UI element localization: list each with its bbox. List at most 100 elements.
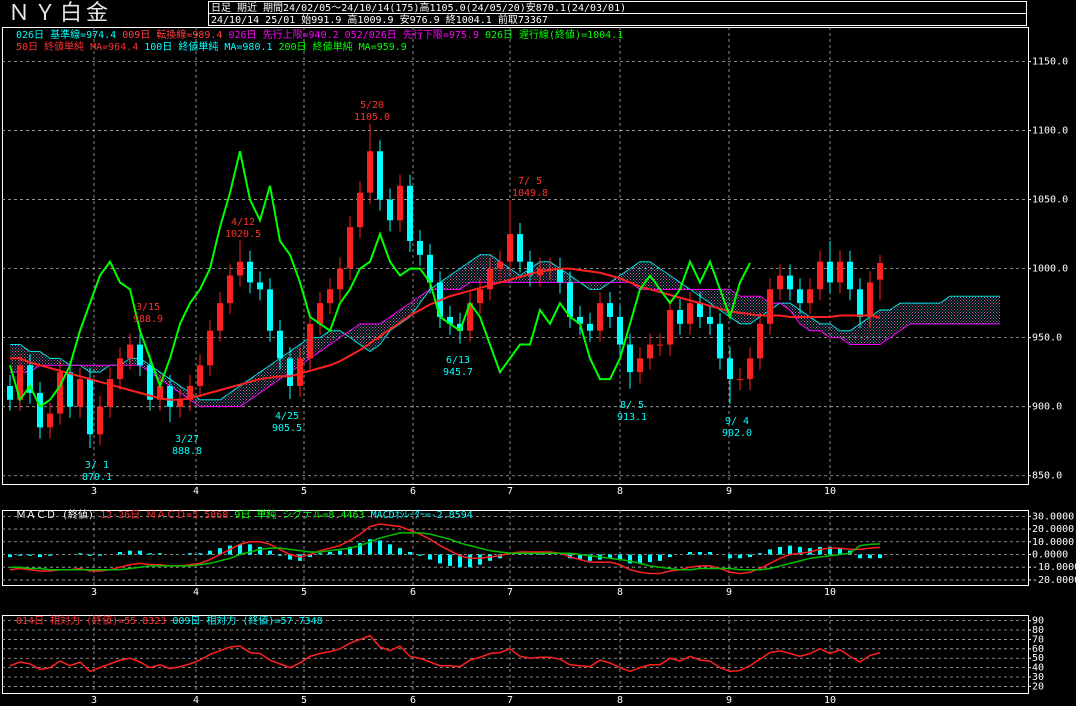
candle-body: [57, 372, 63, 414]
x-tick-label: 8: [617, 587, 623, 598]
candle-body: [597, 303, 603, 331]
annotation-date: 6/13: [446, 355, 470, 366]
histogram-bar: [738, 554, 742, 559]
histogram-bar: [708, 551, 712, 555]
histogram-bar: [438, 554, 442, 564]
candle-body: [667, 310, 673, 345]
histogram-bar: [278, 554, 282, 556]
x-tick-label: 8: [617, 486, 623, 497]
histogram-bar: [158, 553, 162, 555]
legend-entry: 50日 終値単純 MA=964.4: [16, 40, 138, 53]
candle-body: [267, 289, 273, 331]
candle-body: [67, 372, 73, 407]
y-tick-label: -20.0000: [1032, 575, 1076, 586]
x-tick-label: 3: [91, 486, 97, 497]
annotation-price: 988.9: [133, 314, 163, 325]
candle-body: [87, 379, 93, 435]
histogram-bar: [758, 553, 762, 555]
histogram-bar: [198, 553, 202, 555]
histogram-bar: [768, 549, 772, 555]
candle-body: [207, 330, 213, 366]
candle-body: [767, 289, 773, 324]
histogram-bar: [658, 554, 662, 561]
histogram-bar: [78, 553, 82, 555]
candle-body: [37, 392, 43, 428]
histogram-bar: [858, 554, 862, 559]
histogram-bar: [728, 554, 732, 559]
x-tick-label: 5: [301, 486, 307, 497]
candle-body: [407, 185, 413, 242]
histogram-bar: [328, 551, 332, 555]
histogram-bar: [838, 548, 842, 555]
candle-body: [177, 399, 183, 407]
candle-body: [227, 275, 233, 304]
histogram-bar: [668, 554, 672, 558]
info-line: 24/10/14 25/01 始991.9 高1009.9 安976.9 終10…: [211, 13, 548, 26]
x-tick-label: 10: [824, 486, 836, 497]
histogram-bar: [88, 554, 92, 556]
x-tick-label: 9: [726, 587, 732, 598]
annotation-date: 8/ 5: [620, 400, 644, 411]
candle-body: [517, 234, 523, 262]
histogram-bar: [258, 546, 262, 555]
candle-body: [167, 385, 173, 407]
candle-body: [447, 316, 453, 324]
x-tick-label: 7: [507, 587, 513, 598]
legend-entry: 12-26日 ＭＡＣＤ=5.5868: [100, 510, 228, 521]
candle-body: [737, 379, 743, 381]
candle-body: [717, 323, 723, 359]
x-tick-label: 6: [410, 486, 416, 497]
candle-body: [17, 365, 23, 400]
y-tick-label: 900.0: [1032, 402, 1062, 413]
candle-body: [797, 289, 803, 304]
candle-body: [617, 316, 623, 345]
candle-body: [97, 406, 103, 435]
annotation-date: 4/12: [231, 217, 255, 228]
candle-body: [7, 385, 13, 400]
candle-body: [307, 323, 313, 359]
candle-body: [377, 151, 383, 200]
candle-body: [707, 316, 713, 324]
histogram-bar: [28, 554, 32, 556]
y-tick-label: 1050.0: [1032, 195, 1068, 206]
rsi-line: [9, 634, 881, 673]
y-tick-label: 40: [1032, 663, 1044, 674]
candle-body: [637, 358, 643, 373]
histogram-bar: [388, 544, 392, 555]
candle-body: [657, 344, 663, 346]
legend-entry: 200日 終値単純 MA=959.9: [279, 40, 407, 53]
histogram-bar: [818, 546, 822, 555]
y-tick-label: -10.0000: [1032, 562, 1076, 573]
candle-body: [477, 289, 483, 304]
histogram-bar: [788, 545, 792, 555]
annotation-price: 905.5: [272, 423, 302, 434]
candle-body: [817, 261, 823, 290]
candle-body: [287, 358, 293, 386]
x-tick-label: 9: [726, 695, 732, 706]
candle-body: [607, 303, 613, 317]
info-box: [208, 13, 1027, 26]
histogram-bar: [428, 554, 432, 560]
histogram-bar: [288, 554, 292, 560]
histogram-bar: [478, 554, 482, 565]
candle-body: [677, 310, 683, 324]
candle-body: [467, 303, 473, 331]
histogram-bar: [648, 554, 652, 563]
title: ＮＹ白金: [8, 1, 112, 26]
x-tick-label: 3: [91, 695, 97, 706]
histogram-bar: [748, 554, 752, 558]
candle-body: [47, 413, 53, 428]
cloud-lower: [10, 281, 1000, 408]
histogram-bar: [368, 539, 372, 555]
indicator-line: [10, 267, 881, 401]
legend-entry: 026日 遅行線(終値)=1004.1: [485, 28, 623, 41]
x-tick-label: 4: [193, 587, 199, 598]
candle-body: [877, 262, 883, 280]
histogram-bar: [778, 546, 782, 555]
y-tick-label: 950.0: [1032, 333, 1062, 344]
candle-body: [27, 365, 33, 393]
x-tick-label: 8: [617, 695, 623, 706]
cloud-upper: [10, 254, 1000, 401]
histogram-bar: [188, 553, 192, 555]
